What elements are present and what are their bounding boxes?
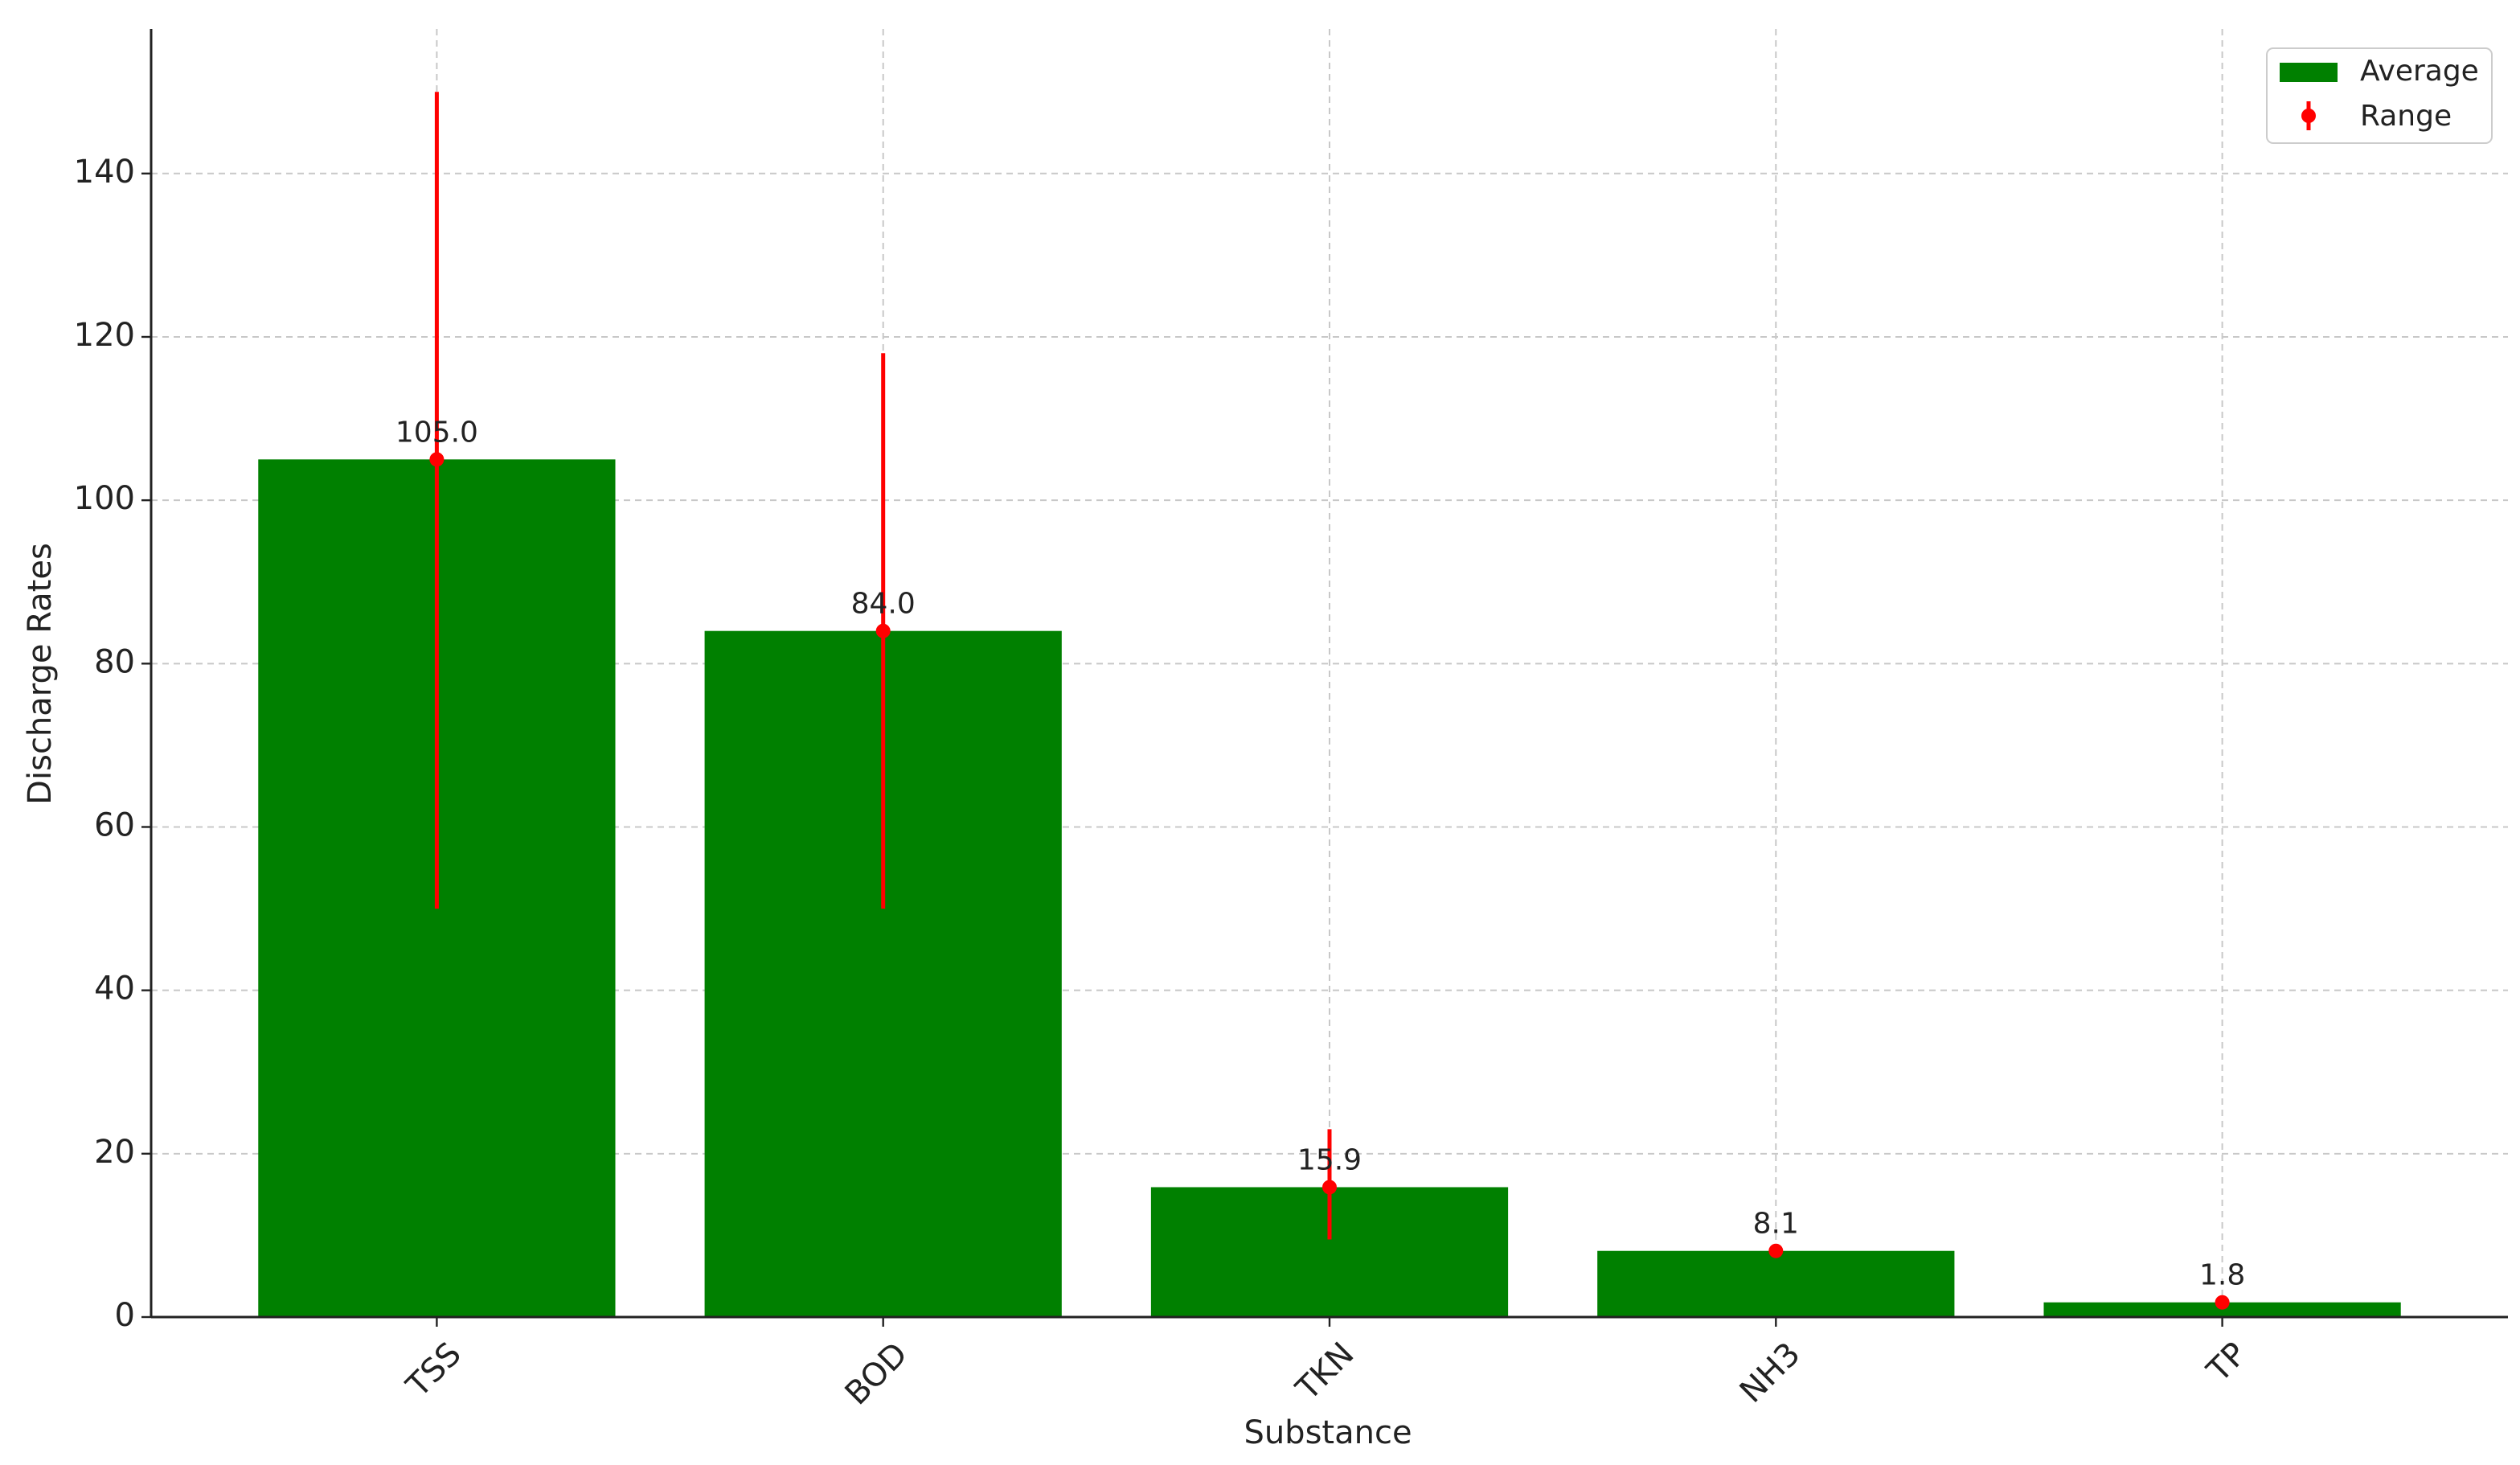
y-tick-label: 140 [74,154,135,191]
x-tick-label: TP [2199,1336,2254,1390]
y-tick-label: 120 [74,317,135,354]
y-tick-label: 0 [115,1297,135,1334]
value-label: 1.8 [2199,1259,2245,1292]
x-tick-label: TSS [399,1336,468,1405]
y-tick-label: 40 [94,971,135,1007]
error-point [2215,1295,2230,1310]
legend: Average Range [2266,47,2493,144]
y-tick-label: 60 [94,806,135,843]
value-label: 8.1 [1753,1208,1799,1241]
legend-swatch [2280,63,2338,82]
value-label: 84.0 [851,588,916,621]
legend-label: Range [2360,100,2452,133]
error-point [875,623,891,638]
x-tick-label: TKN [1289,1336,1361,1408]
bar [1597,1250,1955,1317]
x-tick-label: NH3 [1733,1336,1808,1410]
y-axis-label: Discharge Rates [22,543,59,805]
value-label: 15.9 [1297,1143,1362,1176]
legend-label: Average [2360,55,2479,88]
error-point [429,452,445,467]
value-label: 105.0 [395,416,478,449]
bar [2043,1302,2401,1317]
error-point [1322,1180,1337,1195]
y-tick-label: 80 [94,643,135,680]
y-tick-label: 100 [74,480,135,517]
legend-marker [2301,109,2316,123]
x-axis-label: Substance [1244,1414,1412,1451]
x-tick-label: BOD [838,1336,915,1412]
error-point [1768,1243,1784,1258]
y-tick-label: 20 [94,1134,135,1171]
